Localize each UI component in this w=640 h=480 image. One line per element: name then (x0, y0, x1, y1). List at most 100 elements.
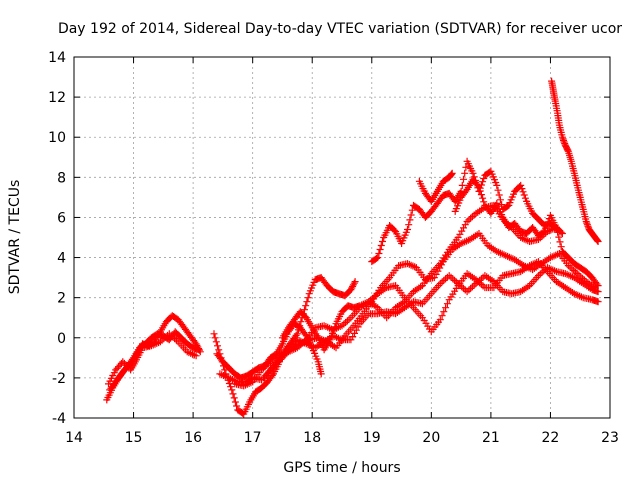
data-point (183, 348, 191, 356)
x-tick-label: 16 (184, 430, 202, 446)
data-point (479, 178, 487, 186)
data-point (212, 338, 220, 346)
data-point (555, 233, 563, 241)
data-point (411, 263, 419, 271)
data-point (542, 224, 550, 232)
data-point (463, 218, 471, 225)
data-point (456, 230, 464, 238)
data-point (467, 214, 475, 222)
data-point (192, 352, 200, 360)
data-point (476, 187, 484, 195)
data-point (505, 253, 513, 261)
data-point (327, 333, 335, 341)
data-point (405, 221, 413, 229)
series-arc-12 (451, 175, 602, 290)
data-point (351, 278, 359, 286)
data-point (293, 330, 301, 338)
y-tick-label: -2 (52, 371, 66, 387)
series-arc-9 (278, 201, 566, 354)
data-point (458, 181, 466, 189)
data-point (519, 234, 526, 242)
data-point (458, 227, 466, 235)
y-tick-label: -4 (52, 411, 66, 427)
data-point (277, 355, 285, 363)
data-point (480, 198, 488, 206)
data-point (304, 294, 312, 302)
data-point (358, 301, 366, 309)
data-point (349, 281, 357, 289)
y-tick-label: 12 (48, 90, 66, 106)
data-point (594, 238, 602, 245)
data-point (348, 284, 356, 292)
data-point (211, 334, 219, 342)
data-point (350, 279, 358, 287)
series-arc-4 (210, 274, 359, 418)
data-point (317, 370, 325, 378)
data-point (326, 336, 334, 344)
axis-ticks (73, 56, 611, 419)
data-point (479, 282, 487, 290)
y-tick-label: 2 (57, 291, 66, 307)
data-point (443, 300, 451, 308)
data-point (494, 186, 502, 194)
data-point (541, 228, 548, 235)
data-point (462, 163, 470, 171)
data-point (594, 288, 602, 296)
data-point (263, 361, 271, 369)
y-tick-label: 0 (57, 331, 66, 347)
x-tick-label: 18 (303, 430, 321, 446)
data-point (554, 228, 562, 236)
data-point (517, 181, 525, 189)
data-point (210, 330, 218, 338)
x-tick-label: 23 (601, 430, 619, 446)
x-tick-label: 22 (542, 430, 560, 446)
data-point (223, 373, 231, 381)
data-point (120, 359, 128, 367)
data-point (460, 175, 467, 183)
data-point (442, 304, 450, 312)
data-point (468, 283, 476, 291)
data-point (345, 315, 353, 323)
data-point (330, 343, 338, 351)
data-layer (103, 77, 602, 418)
data-point (169, 333, 177, 341)
data-point (119, 358, 127, 366)
data-point (452, 278, 460, 286)
y-tick-label: 6 (57, 210, 66, 226)
data-point (544, 218, 552, 226)
data-point (449, 275, 457, 283)
data-point (448, 169, 456, 177)
data-point (498, 201, 506, 209)
grid (74, 57, 610, 418)
data-point (291, 342, 299, 350)
data-point (230, 394, 238, 402)
data-point (231, 398, 239, 406)
data-point (233, 402, 241, 410)
data-point (447, 273, 455, 281)
data-point (406, 216, 414, 224)
data-point (451, 276, 459, 284)
data-point (518, 185, 526, 193)
data-point (374, 254, 382, 262)
data-point (480, 175, 488, 182)
x-axis-label: GPS time / hours (283, 460, 400, 476)
data-point (552, 224, 560, 231)
y-tick-label: 4 (57, 251, 66, 267)
data-point (474, 182, 482, 190)
data-point (373, 254, 380, 262)
data-point (539, 228, 547, 236)
data-point (343, 317, 351, 325)
data-point (301, 330, 309, 338)
series-arc-2 (106, 328, 203, 394)
data-point (594, 282, 602, 290)
chart-title: Day 192 of 2014, Sidereal Day-to-day VTE… (58, 21, 622, 37)
data-point (477, 191, 485, 199)
data-point (407, 211, 415, 219)
data-point (347, 286, 355, 294)
data-point (536, 270, 544, 278)
y-tick-label: 10 (48, 130, 66, 146)
series-arc-3 (105, 330, 200, 388)
data-point (460, 224, 467, 232)
x-tick-label: 20 (422, 430, 440, 446)
data-point (331, 323, 339, 331)
